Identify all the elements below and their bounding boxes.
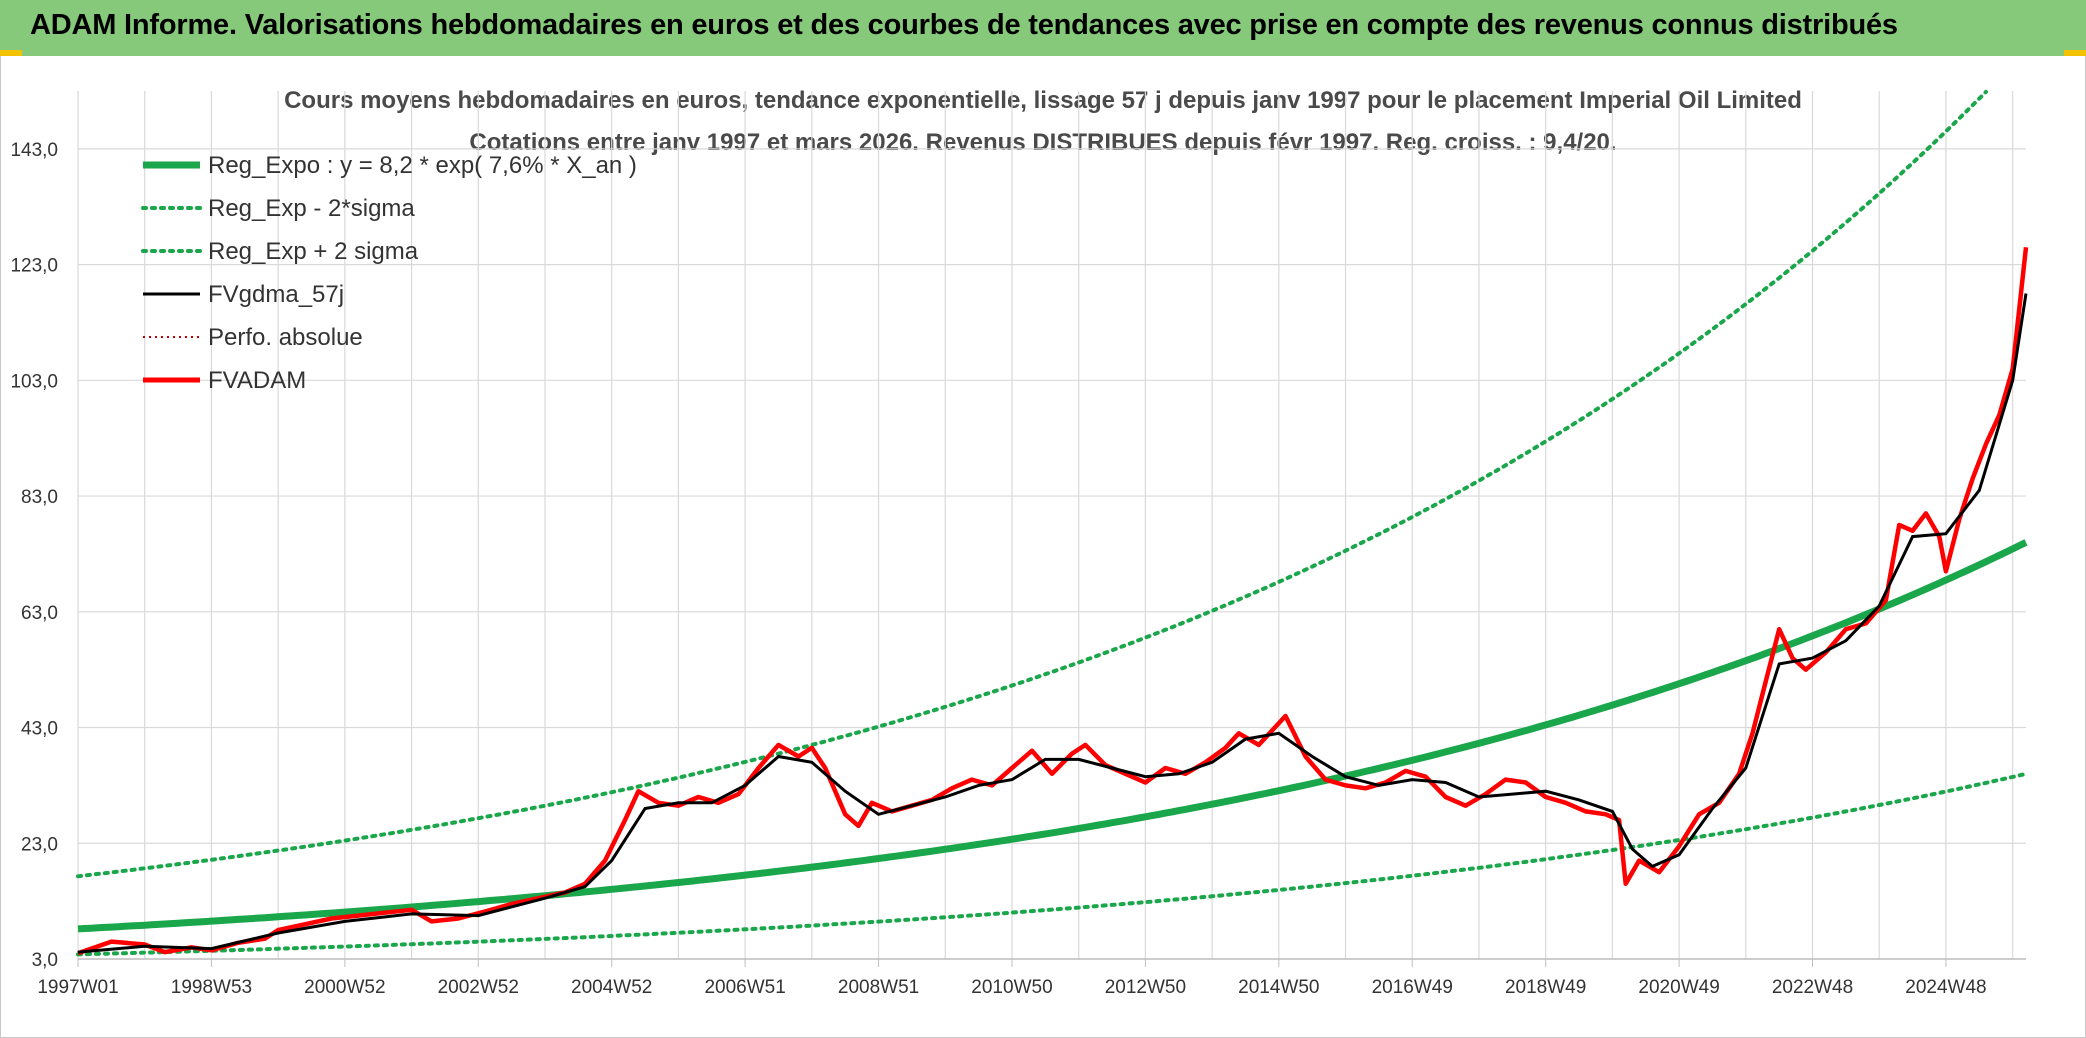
- x-tick-label: 2006W51: [704, 977, 785, 998]
- x-tick-label: 2012W50: [1105, 977, 1186, 998]
- series-fvadam: [77, 246, 2029, 956]
- y-tick-label: 23,0: [21, 834, 58, 855]
- series-fvgdma-57j: [77, 293, 2028, 954]
- series-group: [76, 89, 2029, 957]
- x-tick-label: 2010W50: [971, 977, 1052, 998]
- x-tick-label: 2018W49: [1505, 977, 1586, 998]
- chart-title-line-2: Cotations entre janv 1997 et mars 2026. …: [469, 129, 1616, 156]
- y-tick-label: 103,0: [10, 371, 58, 392]
- y-tick-label: 143,0: [10, 140, 58, 161]
- y-tick-label: 123,0: [10, 256, 58, 277]
- legend-label: Reg_Exp - 2*sigma: [208, 195, 415, 222]
- legend: Reg_Expo : y = 8,2 * exp( 7,6% * X_an ) R…: [141, 152, 637, 394]
- x-tick-label: 2008W51: [838, 977, 919, 998]
- series-reg-expo: [77, 539, 2028, 933]
- y-tick-label: 83,0: [21, 487, 58, 508]
- axes: 3,0 23,0 43,0 63,0 83,0 103,0 123,0 143,0 1997W0…: [10, 140, 2026, 998]
- y-tick-label: 63,0: [21, 603, 58, 624]
- banner-corner-right: [2064, 50, 2086, 56]
- y-tick-label: 43,0: [21, 719, 58, 740]
- x-tick-label: 2022W48: [1772, 977, 1853, 998]
- legend-label: FVgdma_57j: [208, 281, 344, 308]
- x-tick-label: 2020W49: [1638, 977, 1719, 998]
- legend-label: Reg_Expo : y = 8,2 * exp( 7,6% * X_an ): [208, 152, 637, 179]
- x-tick-label: 2024W48: [1905, 977, 1986, 998]
- line-chart: Cours moyens hebdomadaires en euros, ten…: [10, 87, 2029, 998]
- banner-corner-left: [0, 50, 22, 56]
- x-tick-label: 2016W49: [1372, 977, 1453, 998]
- grid: [77, 91, 2026, 960]
- legend-label: FVADAM: [208, 367, 306, 394]
- series-upper-band: [76, 89, 1988, 879]
- x-tick-label: 2002W52: [438, 977, 519, 998]
- report-banner: ADAM Informe. Valorisations hebdomadaire…: [0, 0, 2086, 56]
- legend-label: Reg_Exp + 2 sigma: [208, 238, 419, 265]
- report-title: ADAM Informe. Valorisations hebdomadaire…: [30, 9, 1898, 41]
- legend-label: Perfo. absolue: [208, 324, 363, 351]
- series-lower-band: [76, 771, 2028, 957]
- x-tick-label: 2000W52: [304, 977, 385, 998]
- x-tick-label: 2004W52: [571, 977, 652, 998]
- chart-title-line-1: Cours moyens hebdomadaires en euros, ten…: [284, 87, 1802, 114]
- x-tick-label: 2014W50: [1238, 977, 1319, 998]
- x-tick-label: 1997W01: [37, 977, 118, 998]
- y-tick-label: 3,0: [32, 950, 58, 971]
- x-tick-label: 1998W53: [171, 977, 252, 998]
